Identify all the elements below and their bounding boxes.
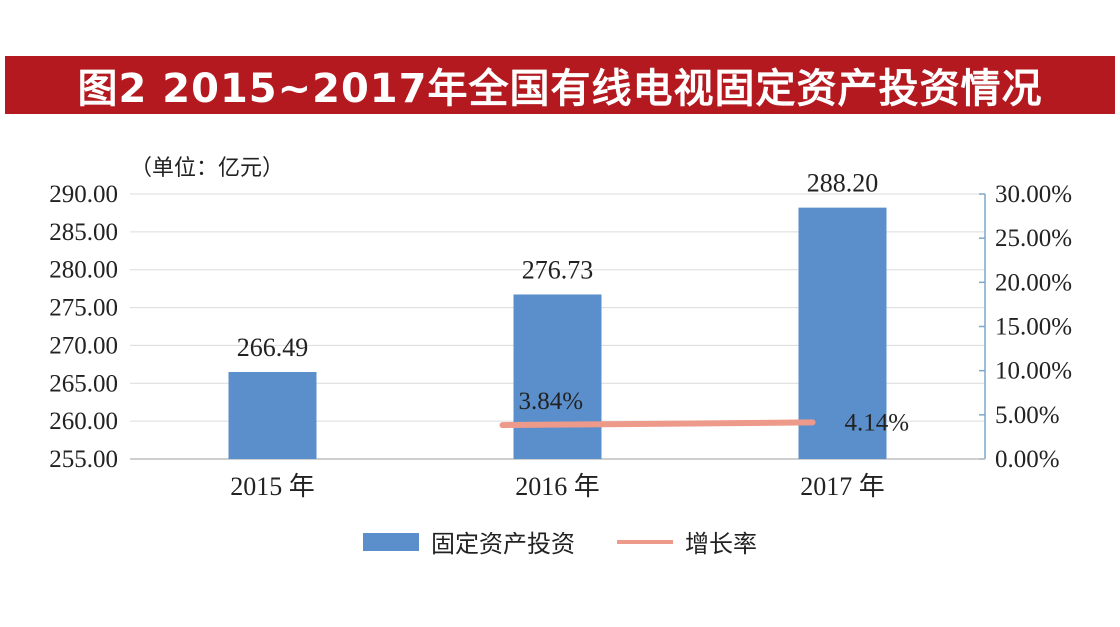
legend: 固定资产投资 增长率 (0, 524, 1120, 559)
bar (228, 372, 317, 459)
line-data-label: 4.14% (845, 409, 910, 436)
y-right-tick-label: 10.00% (995, 358, 1072, 385)
x-tick-label: 2017 年 (800, 472, 885, 501)
x-tick-label: 2016 年 (515, 472, 600, 501)
bar-data-label: 288.20 (807, 169, 879, 198)
growth-rate-line (499, 419, 816, 429)
y-right-tick-label: 15.00% (995, 314, 1072, 341)
bar-data-label: 266.49 (237, 333, 309, 362)
bar (798, 207, 887, 459)
y-left-tick-label: 270.00 (49, 332, 118, 359)
legend-bar-swatch (363, 532, 419, 551)
y-right-tick-label: 5.00% (995, 402, 1060, 429)
unit-label: （单位：亿元） (130, 156, 285, 181)
legend-bar-label: 固定资产投资 (431, 530, 575, 558)
y-left-tick-label: 255.00 (49, 446, 118, 473)
y-left-tick-label: 285.00 (49, 219, 118, 246)
legend-item-investment: 固定资产投资 (363, 524, 575, 559)
bar (513, 294, 602, 459)
y-left-tick-label: 260.00 (49, 408, 118, 435)
y-right-tick-label: 0.00% (995, 446, 1060, 473)
title-band: 图2 2015~2017年全国有线电视固定资产投资情况 (5, 56, 1115, 114)
x-tick-label: 2015 年 (230, 472, 315, 501)
legend-item-growth: 增长率 (617, 524, 757, 559)
y-left-tick-label: 265.00 (49, 370, 118, 397)
y-right-tick-label: 20.00% (995, 269, 1072, 296)
bar-data-label: 276.73 (522, 255, 594, 284)
y-left-tick-label: 290.00 (49, 181, 118, 208)
y-right-tick-label: 30.00% (995, 181, 1072, 208)
legend-line-label: 增长率 (685, 530, 757, 558)
chart-title: 图2 2015~2017年全国有线电视固定资产投资情况 (77, 66, 1043, 112)
y-right-tick-label: 25.00% (995, 225, 1072, 252)
y-left-tick-label: 280.00 (49, 257, 118, 284)
legend-line-swatch (617, 539, 673, 544)
line-data-label: 3.84% (519, 388, 584, 415)
y-left-tick-label: 275.00 (49, 295, 118, 322)
